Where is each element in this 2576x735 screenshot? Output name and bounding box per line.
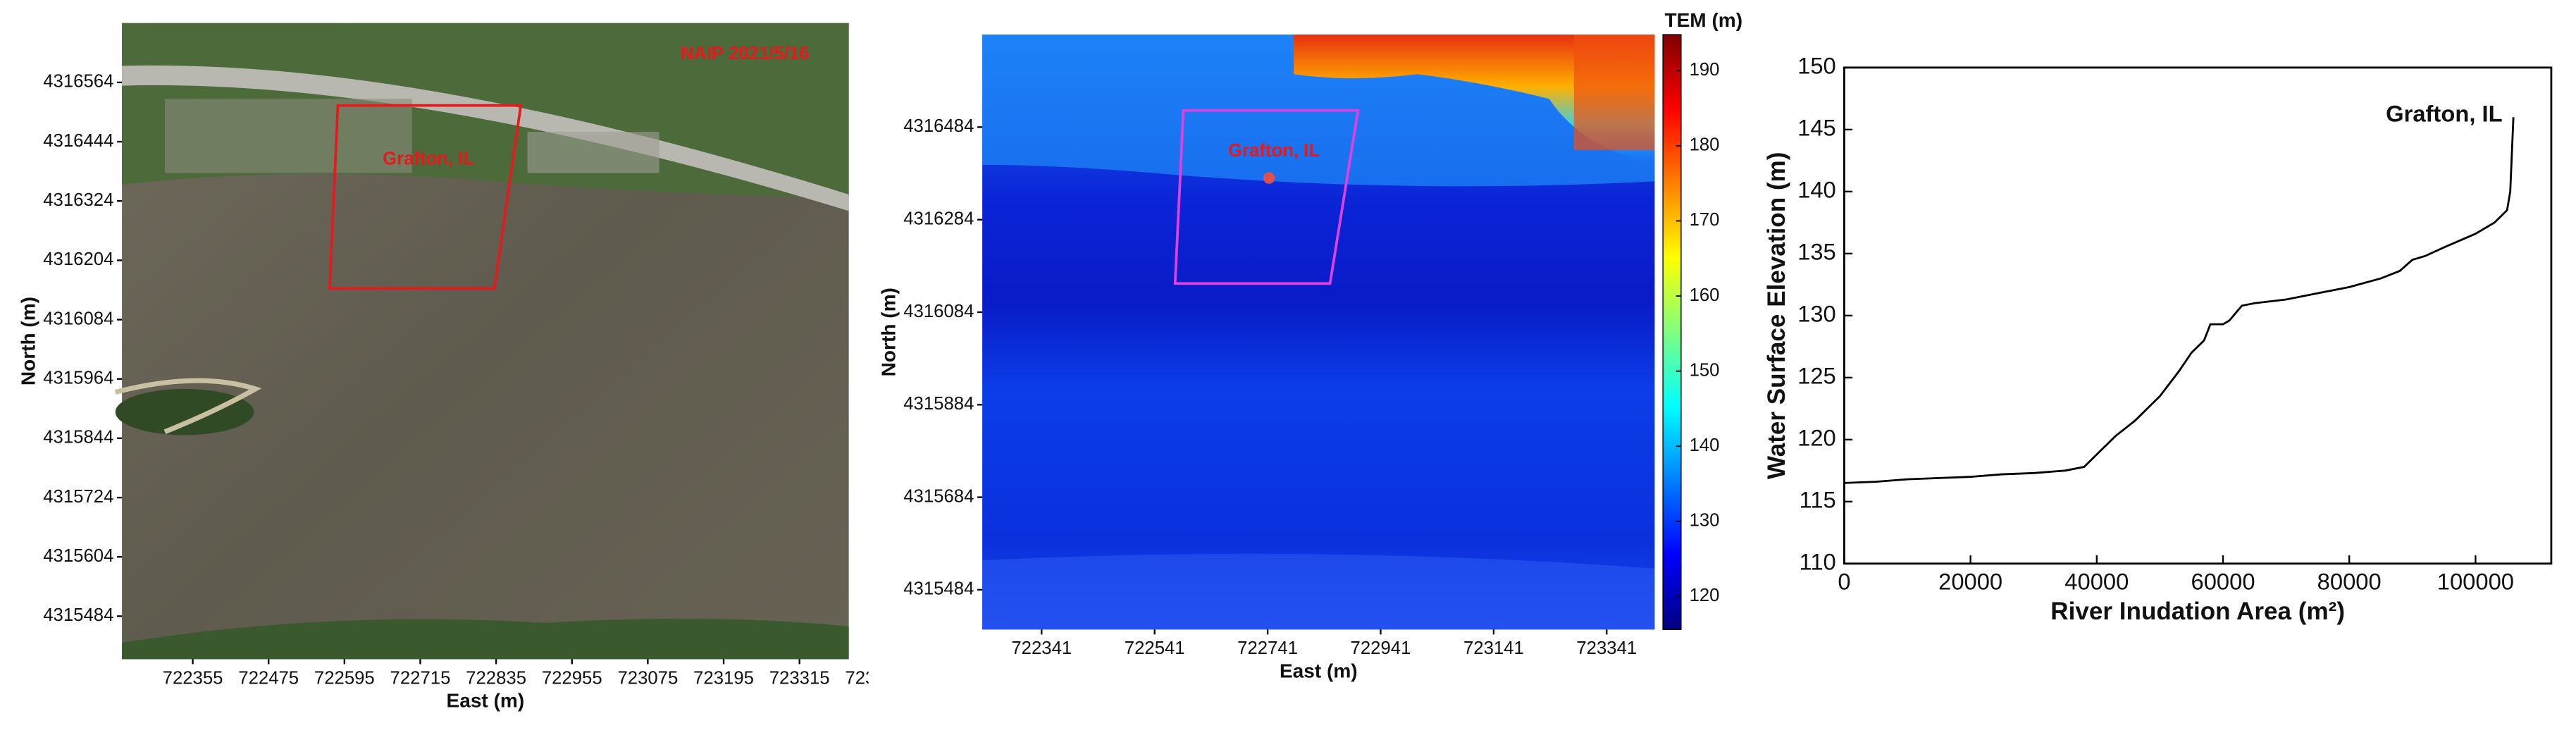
x-tick-label: 722541 [1125,638,1185,658]
y-tick-label: 4316444 [43,131,113,151]
x-tick-label: 722475 [238,668,299,688]
y-tick-label: 4316084 [43,309,113,328]
x-axis-label: East (m) [1280,660,1358,682]
colorbar [1662,34,1682,631]
x-tick-label: 0 [1838,569,1850,595]
colorbar-tick-label: 190 [1690,60,1720,80]
x-tick-label: 723141 [1463,638,1524,658]
y-tick-label: 4316484 [903,116,974,136]
x-tick-label: 722955 [542,668,602,688]
y-tick-label: 4315484 [903,579,974,599]
x-tick-label: 722741 [1237,638,1298,658]
y-tick-label: 4315484 [43,605,113,625]
annotation: Grafton, IL [383,149,474,169]
x-tick-label: 60000 [2191,569,2255,595]
colorbar-tick-label: 170 [1690,210,1720,230]
colorbar-tick-label: 130 [1690,511,1720,531]
y-axis-label: Water Surface Elevation (m) [1763,152,1790,480]
y-tick-label: 4315884 [903,394,974,414]
x-axis-label: River Inudation Area (m²) [2050,598,2345,625]
elevation-map [982,35,1655,630]
y-tick-label: 4315604 [43,546,113,566]
y-tick-label: 110 [1800,548,1836,574]
x-tick-label: 722715 [390,668,451,688]
colorbar-tick-label: 160 [1690,285,1720,305]
x-tick-label: 40000 [2064,569,2129,595]
x-tick-label: 722835 [466,668,526,688]
x-tick-label: 723341 [1576,638,1637,658]
x-tick-label: 723435 [845,668,905,688]
y-tick-label: 150 [1797,53,1836,79]
panel: 4315484 4315604 4315724 4315844 4315964 43160… [43,72,905,688]
colorbar-tick-label: 150 [1690,360,1720,380]
x-tick-label: 722941 [1351,638,1411,658]
y-tick-label: 115 [1800,486,1836,512]
colorbar-label: TEM (m) [1664,9,1742,31]
colorbar-tick-label: 140 [1690,436,1720,455]
y-tick-label: 130 [1797,300,1836,326]
y-axis-label: North (m) [878,288,900,376]
y-tick-label: 120 [1797,424,1836,450]
x-tick-label: 723315 [769,668,830,688]
panel: 110 115 120 125 130 135 140 145 150 0 20000 40000 60… [1797,53,2514,595]
colorbar-tick-label: 120 [1690,586,1720,605]
y-tick-label: 125 [1797,362,1836,388]
y-tick-label: 4315844 [43,428,113,447]
x-tick-label: 723195 [693,668,754,688]
annotation: NAIP 2021/5/16 [681,44,810,63]
x-tick-label: 723075 [617,668,678,688]
annotation: Grafton, IL [2386,100,2503,126]
x-tick-label: 722355 [163,668,223,688]
x-tick-label: 80000 [2317,569,2382,595]
x-tick-label: 722595 [314,668,375,688]
aerial-image [114,23,849,660]
y-axis-label: North (m) [18,297,39,385]
x-tick-label: 20000 [1938,569,2002,595]
y-tick-label: 4316084 [903,302,974,321]
y-tick-label: 4316204 [43,249,113,269]
y-tick-label: 4316284 [903,209,974,228]
y-tick-label: 145 [1797,115,1836,141]
colorbar-tick-label: 180 [1690,135,1720,155]
plot-frame [1843,66,2553,565]
y-tick-label: 140 [1797,177,1836,203]
y-tick-label: 4315964 [43,369,113,388]
x-tick-label: 722341 [1011,638,1072,658]
y-tick-label: 4316564 [43,72,113,92]
y-tick-label: 4315684 [903,486,974,506]
y-tick-label: 4315724 [43,487,113,507]
line-series [1844,117,2515,484]
x-axis-label: East (m) [447,690,525,712]
y-tick-label: 135 [1797,239,1836,265]
annotation: Grafton, IL [1228,141,1320,161]
y-tick-label: 4316324 [43,190,113,210]
panel: 4315484 4315684 4315884 4316084 4316284 43164… [903,116,1637,658]
x-tick-label: 100000 [2437,569,2514,595]
